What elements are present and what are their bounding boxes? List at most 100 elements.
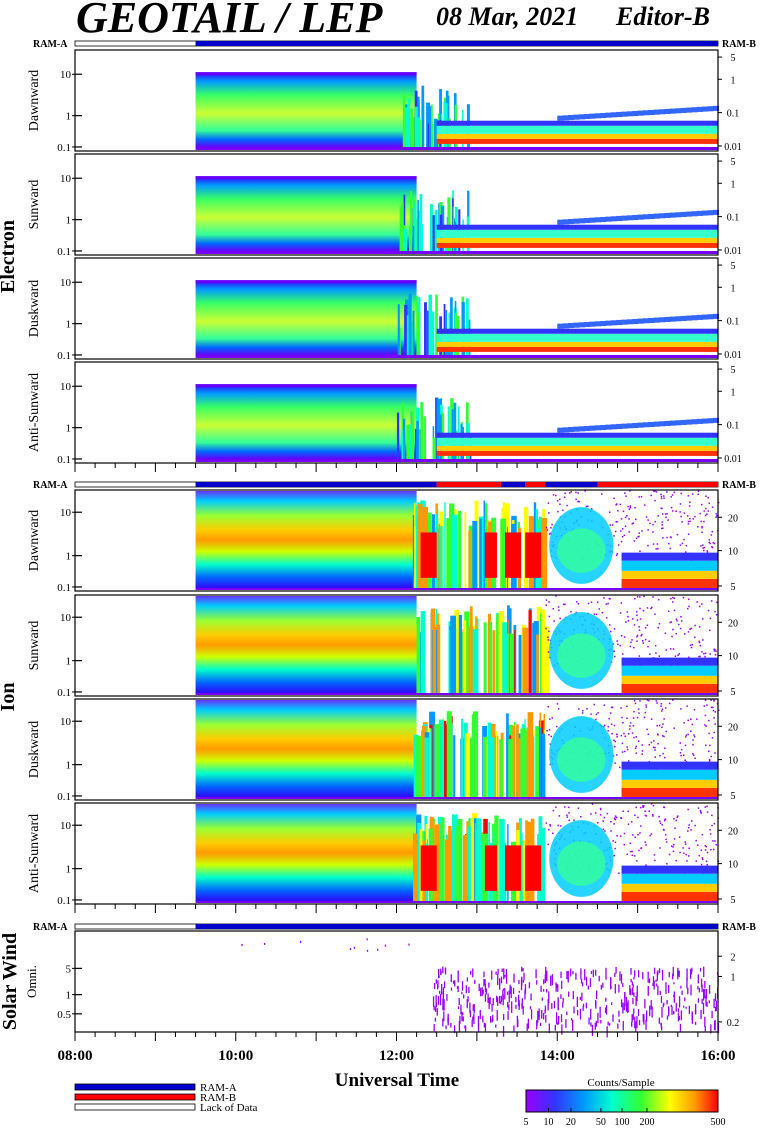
ion-noise-dot: [640, 634, 642, 637]
ion-red-burst: [505, 845, 522, 891]
ion-noise-dot: [635, 806, 637, 809]
ion-noise-dot: [631, 639, 633, 641]
ion-noise-dot: [599, 807, 602, 810]
sw-point: [510, 986, 512, 999]
sw-point: [457, 985, 459, 992]
ion-stripe: [541, 609, 546, 694]
sw-point: [471, 1019, 473, 1028]
ion-low-red: [621, 891, 718, 902]
ion-noise-dot: [687, 719, 689, 722]
ion-noise-dot: [698, 626, 701, 628]
ion-noise-dot: [645, 516, 648, 518]
sw-point: [442, 966, 444, 974]
ion-noise-dot: [652, 596, 654, 598]
ion-noise-dot: [704, 844, 707, 847]
sw-point: [686, 977, 688, 989]
ion-noise-dot: [627, 810, 629, 813]
sw-point: [590, 1008, 592, 1020]
ion-noise-dot: [711, 824, 713, 827]
ion-noise-dot: [681, 542, 684, 545]
right-tick-label: 20: [728, 722, 738, 733]
electron-upper-edge: [195, 176, 417, 180]
right-tick-label: 0.01: [724, 142, 742, 153]
sw-point: [461, 991, 463, 995]
ion-noise-dot: [614, 530, 617, 533]
ion-noise-dot: [706, 704, 708, 706]
ion-noise-dot: [714, 752, 716, 754]
ion-stripe: [434, 724, 441, 798]
date-label: 08 Mar, 2021: [436, 2, 579, 31]
ion-noise-dot: [653, 854, 656, 856]
electron-envelope: [562, 427, 569, 433]
ion-spectrum-block: [195, 596, 417, 694]
ion-noise-dot: [664, 834, 667, 836]
ion-stripe: [482, 736, 489, 798]
ion-noise-dot: [638, 535, 640, 538]
right-tick-label: 5: [731, 261, 736, 272]
sw-point: [697, 998, 700, 1003]
ion-noise-dot: [692, 739, 694, 741]
electron-envelope: [616, 423, 623, 429]
ion-stripe: [495, 731, 498, 798]
ion-noise-dot: [640, 847, 643, 849]
sw-point: [618, 984, 620, 993]
ion-noise-dot: [701, 531, 703, 534]
ion-noise-dot: [660, 703, 663, 705]
sw-point: [504, 974, 506, 978]
ion-noise-dot: [616, 503, 618, 505]
ion-noise-dot: [615, 754, 618, 756]
ion-noise-dot: [632, 717, 635, 719]
ion-spectrum-block: [195, 804, 417, 902]
ion-noise-dot: [654, 499, 656, 502]
ion-noise-dot: [673, 727, 675, 729]
sw-point: [630, 988, 632, 996]
sw-point: [551, 1003, 553, 1009]
ion-noise-dot: [621, 742, 624, 745]
ion-stripe: [535, 726, 540, 798]
left-tick-label: 1: [66, 551, 72, 563]
ion-noise-dot: [686, 515, 689, 517]
sw-point: [495, 971, 497, 975]
ion-noise-dot: [690, 627, 693, 630]
sw-point: [349, 948, 352, 951]
electron-envelope: [557, 219, 564, 225]
ion-noise-dot: [593, 703, 596, 706]
ion-noise-dot: [631, 854, 634, 857]
sw-point: [678, 971, 680, 975]
electron-burst: [436, 398, 439, 459]
legend-label: Lack of Data: [200, 1102, 258, 1114]
ion-noise-dot: [548, 533, 551, 535]
sw-point: [714, 993, 717, 1002]
left-tick-label: 0.1: [57, 350, 71, 362]
right-tick-label: 5: [731, 895, 736, 906]
ion-noise-dot: [629, 850, 632, 853]
electron-burst: [404, 304, 408, 355]
electron-burst: [412, 199, 416, 251]
sw-point: [523, 972, 525, 981]
electron-envelope: [573, 218, 580, 224]
ion-noise-dot: [706, 805, 708, 808]
sw-point: [605, 997, 607, 1002]
electron-envelope: [664, 212, 671, 218]
sw-point: [496, 995, 498, 1003]
ion-noise-dot: [672, 601, 674, 603]
ion-floor: [195, 797, 718, 799]
ion-noise-dot: [637, 708, 640, 710]
ion-noise-dot: [680, 515, 682, 518]
sw-point: [408, 943, 410, 946]
electron-burst: [402, 418, 406, 459]
sw-point: [520, 978, 523, 991]
ion-stripe: [449, 629, 451, 694]
ion-noise-dot: [616, 835, 618, 837]
ion-noise-dot: [587, 505, 589, 508]
right-tick-label: 2: [731, 952, 736, 963]
sw-point: [572, 1019, 574, 1031]
sw-point: [506, 991, 509, 995]
ion-noise-dot: [619, 503, 622, 506]
sw-point: [660, 1023, 662, 1029]
sw-point: [478, 983, 480, 992]
ion-noise-dot: [548, 601, 550, 603]
ion-noise-dot: [620, 518, 623, 520]
ion-noise-dot: [644, 638, 647, 641]
ion-noise-dot: [552, 809, 555, 812]
